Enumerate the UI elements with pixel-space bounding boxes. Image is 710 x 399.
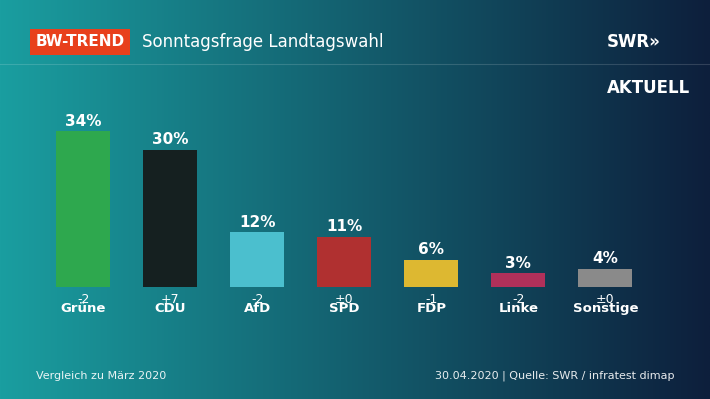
- Text: Sonntagsfrage Landtagswahl: Sonntagsfrage Landtagswahl: [142, 33, 383, 51]
- Bar: [143, 150, 197, 287]
- Text: CDU: CDU: [155, 302, 186, 315]
- Text: 30%: 30%: [152, 132, 189, 147]
- Text: -2: -2: [251, 292, 263, 306]
- Text: Sonstige: Sonstige: [572, 302, 638, 315]
- Text: -2: -2: [77, 292, 89, 306]
- Text: 6%: 6%: [418, 242, 444, 257]
- Text: Linke: Linke: [498, 302, 538, 315]
- Text: AKTUELL: AKTUELL: [607, 79, 690, 97]
- Bar: [317, 237, 371, 287]
- Bar: [56, 131, 110, 287]
- Text: -2: -2: [512, 292, 525, 306]
- Text: SPD: SPD: [329, 302, 359, 315]
- Bar: [405, 260, 459, 287]
- Text: ±0: ±0: [335, 292, 354, 306]
- Text: 3%: 3%: [506, 256, 531, 271]
- Text: 4%: 4%: [592, 251, 618, 267]
- Text: 30.04.2020 | Quelle: SWR / infratest dimap: 30.04.2020 | Quelle: SWR / infratest dim…: [435, 371, 674, 381]
- Bar: [491, 273, 545, 287]
- Text: ±0: ±0: [596, 292, 615, 306]
- Text: Vergleich zu März 2020: Vergleich zu März 2020: [36, 371, 165, 381]
- Text: SWR»: SWR»: [607, 33, 661, 51]
- Text: AfD: AfD: [244, 302, 271, 315]
- Text: +7: +7: [161, 292, 180, 306]
- Text: Grüne: Grüne: [60, 302, 106, 315]
- Text: 34%: 34%: [65, 114, 102, 129]
- Bar: [230, 232, 284, 287]
- Text: 12%: 12%: [239, 215, 275, 230]
- Bar: [579, 269, 633, 287]
- Text: 11%: 11%: [326, 219, 363, 234]
- Text: -1: -1: [425, 292, 437, 306]
- Text: BW-TREND: BW-TREND: [36, 34, 125, 49]
- Text: FDP: FDP: [416, 302, 447, 315]
